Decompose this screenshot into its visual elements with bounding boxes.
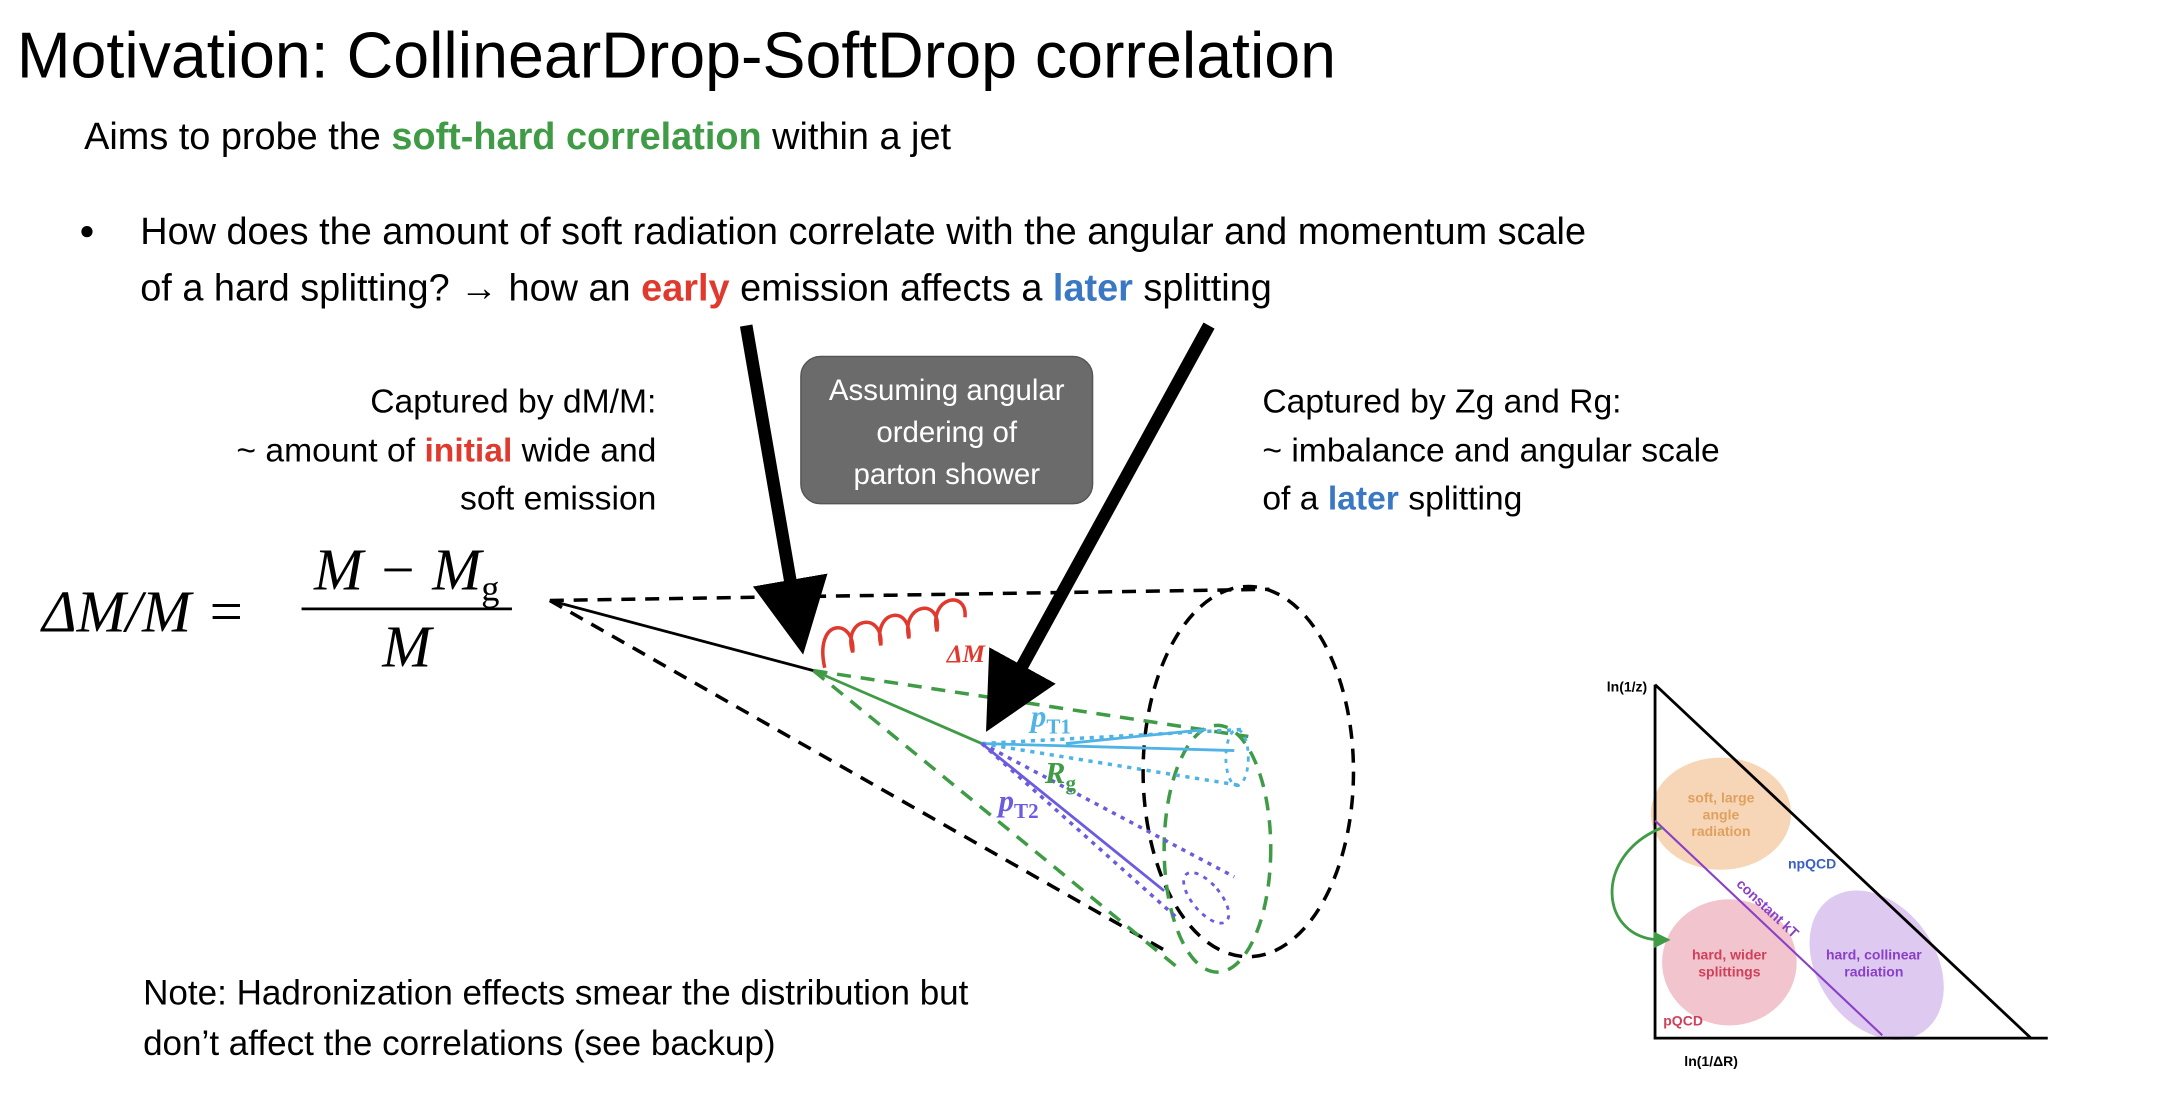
denominator: M — [381, 614, 434, 679]
note-line: Note: Hadronization effects smear the di… — [143, 973, 969, 1012]
subscript: g — [1066, 771, 1077, 795]
region-label: hard, wider — [1692, 947, 1767, 963]
gluon-emission — [821, 598, 967, 669]
subjet-1-lines — [981, 728, 1235, 752]
parton-line — [549, 599, 814, 672]
left-caption: Captured by dM/M: ~ amount of initial wi… — [236, 384, 656, 518]
text: within a jet — [762, 116, 952, 158]
subjet-1-rim — [1224, 728, 1250, 788]
region — [1650, 757, 1792, 870]
region-label: soft, large — [1687, 789, 1754, 805]
region-label: hard, collinear — [1826, 947, 1922, 963]
axis-label: ln(1/ΔR) — [1684, 1053, 1738, 1069]
caption-line: soft emission — [460, 480, 656, 517]
text: emission affects a — [730, 267, 1053, 309]
text: of a — [1262, 480, 1328, 517]
green-line — [812, 669, 983, 745]
label: ΔM — [946, 641, 987, 668]
region-label: radiation — [1691, 823, 1750, 839]
box-line: ordering of — [876, 416, 1018, 449]
caption-line: ~ imbalance and angular scale — [1262, 433, 1719, 470]
text: Aims to probe the — [84, 116, 391, 158]
label: pT2 — [996, 784, 1039, 823]
title: Motivation: CollinearDrop-SoftDrop corre… — [17, 19, 1336, 91]
box-text: Assuming angular ordering of parton show… — [829, 374, 1065, 491]
numerator: M − Mg — [313, 537, 500, 608]
bullet-dot — [81, 226, 93, 238]
caption-line: of a later splitting — [1262, 480, 1522, 517]
text: p — [1028, 700, 1046, 734]
axes — [1653, 683, 2048, 1040]
lund-plane: ln(1/z) ln(1/ΔR) soft, large angle radia… — [1607, 679, 2048, 1069]
text: M − M — [313, 537, 484, 602]
label: Rg — [1044, 756, 1077, 795]
jet-diagram — [548, 322, 1356, 974]
subjet-1 — [981, 727, 1242, 788]
region-label: angle — [1703, 806, 1740, 822]
text: wide and — [512, 433, 656, 470]
highlight: soft-hard correlation — [391, 116, 761, 158]
right-caption: Captured by Zg and Rg: ~ imbalance and a… — [1262, 384, 1719, 518]
caption-line: ~ amount of initial wide and — [236, 433, 656, 470]
text: R — [1044, 756, 1066, 790]
highlight: early — [641, 267, 729, 309]
green-arrow — [1610, 826, 1671, 949]
subscript: T1 — [1046, 715, 1071, 739]
text: of a hard splitting? → how an — [140, 267, 641, 309]
groomed-rim — [1162, 723, 1273, 974]
subscript: g — [481, 568, 499, 608]
bullet-line: How does the amount of soft radiation co… — [140, 211, 1586, 253]
text: splitting — [1133, 267, 1272, 309]
region-label: radiation — [1844, 963, 1903, 979]
text: ~ amount of — [236, 433, 424, 470]
box-line: Assuming angular — [829, 374, 1065, 407]
region — [1662, 899, 1797, 1026]
outer-cone — [548, 587, 1270, 956]
caption-line: Captured by Zg and Rg: — [1262, 384, 1621, 421]
subjet-2-line — [980, 742, 1166, 892]
arrow-later — [986, 322, 1215, 732]
region-label: npQCD — [1788, 855, 1836, 871]
highlight: later — [1053, 267, 1133, 309]
equation: ΔM/M = M − Mg M — [40, 537, 512, 679]
subscript: T2 — [1014, 799, 1039, 823]
arrow-early — [739, 324, 828, 655]
equation-lhs: ΔM/M = — [40, 579, 246, 644]
subjet-2-rim — [1182, 871, 1231, 925]
note-line: don’t affect the correlations (see backu… — [143, 1024, 776, 1063]
region-label: pQCD — [1663, 1012, 1703, 1028]
highlight: initial — [424, 433, 512, 470]
outer-cone-rim — [1141, 584, 1356, 959]
region — [1809, 890, 1944, 1040]
constant-kt-line — [1654, 819, 1883, 1037]
box-line: parton shower — [853, 458, 1040, 491]
bullet-line: of a hard splitting? → how an early emis… — [140, 267, 1272, 309]
axis-label: ln(1/z) — [1607, 679, 1648, 695]
highlight: later — [1328, 480, 1399, 517]
text: p — [996, 784, 1014, 818]
region-label: splittings — [1698, 963, 1760, 979]
caption-line: Captured by dM/M: — [370, 384, 656, 421]
subtitle: Aims to probe the soft-hard correlation … — [84, 116, 951, 158]
diagram-labels: ΔM pT1 Rg pT2 — [946, 641, 1077, 823]
subjet-2 — [980, 742, 1236, 921]
label: pT1 — [1028, 700, 1071, 739]
note-box — [800, 355, 1094, 505]
text: splitting — [1399, 480, 1522, 517]
